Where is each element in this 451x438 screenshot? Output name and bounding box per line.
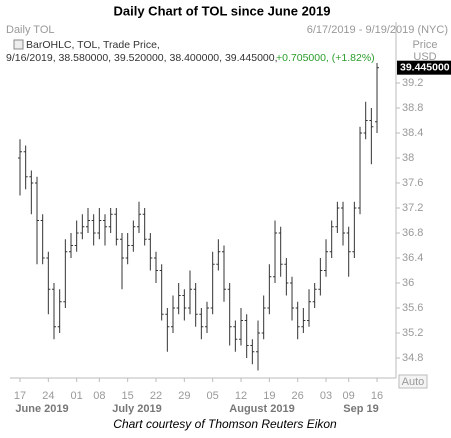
- y-tick-label: 39.2: [402, 77, 423, 89]
- month-label: August 2019: [229, 403, 294, 415]
- month-label: June 2019: [15, 403, 68, 415]
- y-tick-label: 38.4: [402, 127, 423, 139]
- date-range: 6/17/2019 - 9/19/2019 (NYC): [307, 24, 448, 36]
- legend-icon: [13, 39, 24, 50]
- legend: BarOHLC, TOL, Trade Price,: [26, 39, 160, 51]
- chart-title: Daily Chart of TOL since June 2019: [114, 3, 331, 18]
- x-tick-label: 08: [93, 390, 105, 402]
- axis-label: USD: [413, 51, 436, 63]
- x-tick-label: 03: [320, 390, 332, 402]
- y-tick-label: 37.6: [402, 177, 423, 189]
- last-price-label: 39.445000: [400, 61, 450, 73]
- x-tick-label: 15: [122, 390, 134, 402]
- y-tick-label: 37.2: [402, 202, 423, 214]
- y-tick-label: 34.8: [402, 352, 423, 364]
- x-tick-label: 17: [14, 390, 26, 402]
- x-tick-label: 05: [207, 390, 219, 402]
- readout: 9/16/2019, 38.580000, 39.520000, 38.4000…: [6, 52, 278, 64]
- month-label: July 2019: [112, 403, 162, 415]
- y-tick-label: 38: [402, 152, 414, 164]
- x-tick-label: 01: [71, 390, 83, 402]
- y-tick-label: 36: [402, 277, 414, 289]
- x-tick-label: 19: [263, 390, 275, 402]
- axis-label: Price: [412, 39, 437, 51]
- y-tick-label: 35.2: [402, 327, 423, 339]
- y-tick-label: 36.8: [402, 227, 423, 239]
- x-tick-label: 22: [150, 390, 162, 402]
- y-tick-label: 35.6: [402, 302, 423, 314]
- x-tick-label: 16: [371, 390, 383, 402]
- caption: Chart courtesy of Thomson Reuters Eikon: [113, 417, 337, 431]
- last-price-box: [397, 60, 451, 75]
- x-tick-label: 24: [42, 390, 54, 402]
- y-tick-label: 36.4: [402, 252, 423, 264]
- x-tick-label: 12: [235, 390, 247, 402]
- x-tick-label: 26: [292, 390, 304, 402]
- source-name: Daily TOL: [6, 24, 55, 36]
- y-tick-label: 38.8: [402, 102, 423, 114]
- auto-label[interactable]: Auto: [402, 376, 425, 388]
- readout-change: +0.705000, (+1.82%): [276, 52, 375, 64]
- x-tick-label: 09: [343, 390, 355, 402]
- x-tick-label: 29: [178, 390, 190, 402]
- month-label: Sep 19: [343, 403, 378, 415]
- auto-button[interactable]: [398, 374, 428, 389]
